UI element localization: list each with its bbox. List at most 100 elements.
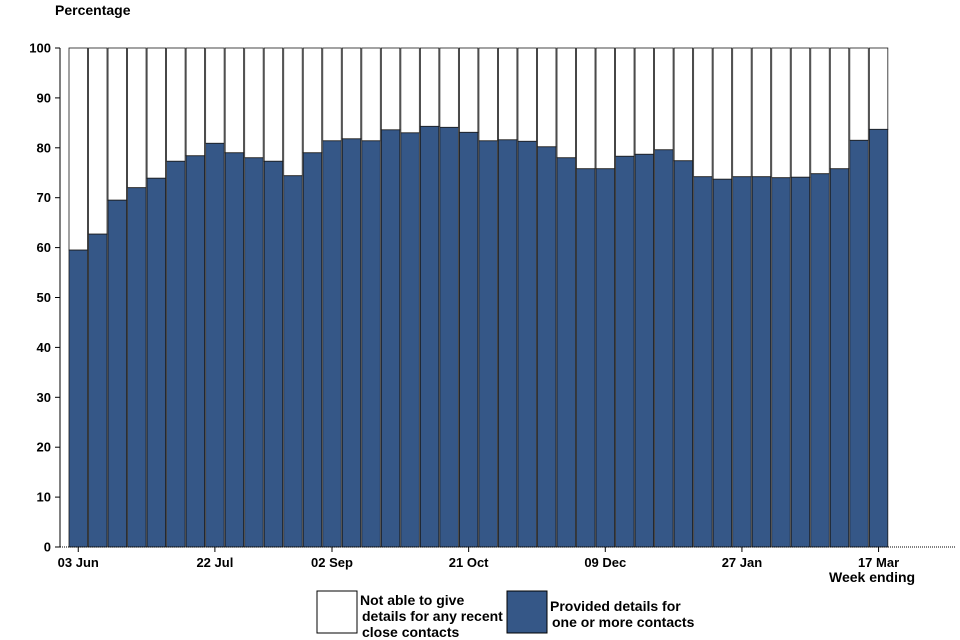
- legend-swatch: [506, 590, 548, 634]
- x-axis-title: Week ending: [829, 569, 915, 585]
- bar-provided: [166, 160, 186, 548]
- y-tick-label: 90: [37, 90, 51, 105]
- bar-not-able: [673, 47, 694, 162]
- bar-not-able: [595, 47, 615, 170]
- bar-not-able: [615, 47, 635, 157]
- bar-provided: [712, 178, 733, 548]
- bar-provided: [810, 173, 830, 548]
- bar-provided: [341, 138, 362, 548]
- bar-not-able: [263, 47, 284, 162]
- bar-not-able: [224, 47, 245, 154]
- bar-not-able: [107, 47, 127, 201]
- bar-not-able: [244, 47, 264, 159]
- bar-not-able: [302, 47, 323, 154]
- bar-provided: [751, 176, 772, 548]
- bar-provided: [595, 168, 615, 548]
- bar-not-able: [537, 47, 557, 148]
- y-tick-label: 20: [37, 440, 51, 455]
- bar-not-able: [205, 47, 225, 144]
- bar-not-able: [361, 47, 381, 142]
- bar-not-able: [146, 47, 166, 179]
- bar-not-able: [419, 47, 440, 127]
- bar-provided: [868, 128, 889, 548]
- y-axis-title: Percentage: [55, 2, 131, 18]
- bar-not-able: [185, 47, 206, 157]
- x-tick-label: 22 Jul: [196, 555, 233, 570]
- y-tick-label: 70: [37, 190, 51, 205]
- legend-label: one or more contacts: [552, 614, 695, 630]
- y-tick-label: 100: [29, 41, 51, 56]
- bar-provided: [439, 126, 459, 548]
- bar-provided: [419, 125, 440, 548]
- bar-provided: [322, 140, 342, 548]
- bar-not-able: [498, 47, 518, 141]
- y-tick-label: 80: [37, 140, 51, 155]
- bar-provided: [673, 160, 694, 548]
- x-tick-label: 02 Sep: [311, 555, 353, 570]
- legend-label: details for any recent: [362, 608, 503, 624]
- y-tick-label: 30: [37, 390, 51, 405]
- bar-not-able: [478, 47, 498, 142]
- bar-provided: [654, 149, 674, 548]
- bar-not-able: [751, 47, 772, 178]
- bar-not-able: [556, 47, 576, 159]
- bar-provided: [107, 199, 127, 548]
- bar-not-able: [380, 47, 401, 131]
- bar-not-able: [439, 47, 459, 128]
- bar-provided: [185, 155, 206, 548]
- bar-provided: [146, 177, 166, 548]
- bar-provided: [224, 152, 245, 548]
- bar-provided: [634, 153, 654, 548]
- bar-not-able: [868, 47, 889, 130]
- bar-not-able: [458, 47, 479, 133]
- bar-provided: [302, 152, 323, 548]
- x-axis: 03 Jun 22 Jul 02 Sep 21 Oct 09 Dec 27 Jan 17 M…: [58, 546, 955, 570]
- bar-not-able: [771, 47, 791, 179]
- bar-provided: [88, 233, 108, 548]
- bar-provided: [517, 140, 537, 548]
- y-tick-label: 40: [37, 340, 51, 355]
- bar-provided: [537, 146, 557, 548]
- bar-not-able: [127, 47, 147, 189]
- bar-provided: [829, 168, 850, 548]
- bar-not-able: [68, 47, 88, 251]
- x-tick-label: 17 Mar: [858, 555, 899, 570]
- legend-swatch: [316, 590, 358, 634]
- bar-not-able: [829, 47, 850, 170]
- legend-label: Not able to give: [360, 592, 464, 608]
- bar-not-able: [732, 47, 752, 178]
- legend-label: Provided details for: [550, 598, 681, 614]
- bar-provided: [556, 157, 576, 548]
- bar-not-able: [88, 47, 108, 235]
- bar-provided: [205, 142, 225, 548]
- bar-provided: [361, 140, 381, 548]
- x-tick-label: 21 Oct: [449, 555, 489, 570]
- bar-not-able: [517, 47, 537, 142]
- bar-provided: [244, 157, 264, 548]
- bar-not-able: [322, 47, 342, 142]
- y-tick-label: 10: [37, 490, 51, 505]
- bars-group: [68, 47, 889, 548]
- bar-provided: [732, 176, 752, 548]
- bar-provided: [380, 129, 401, 548]
- bar-not-able: [810, 47, 830, 175]
- x-tick-label: 09 Dec: [584, 555, 626, 570]
- bar-not-able: [400, 47, 420, 134]
- bar-provided: [68, 249, 88, 548]
- bar-not-able: [283, 47, 303, 177]
- bar-provided: [478, 140, 498, 548]
- bar-provided: [283, 175, 303, 548]
- y-axis: 0 10 20 30 40 50 60 70 80 90 100: [29, 41, 61, 555]
- bar-provided: [127, 187, 147, 548]
- bar-not-able: [654, 47, 674, 151]
- bar-not-able: [849, 47, 869, 141]
- x-tick-label: 03 Jun: [58, 555, 99, 570]
- bar-not-able: [712, 47, 733, 180]
- y-tick-label: 0: [44, 540, 51, 555]
- bar-provided: [498, 139, 518, 548]
- bar-not-able: [341, 47, 362, 140]
- bar-provided: [693, 176, 713, 548]
- bar-not-able: [790, 47, 811, 178]
